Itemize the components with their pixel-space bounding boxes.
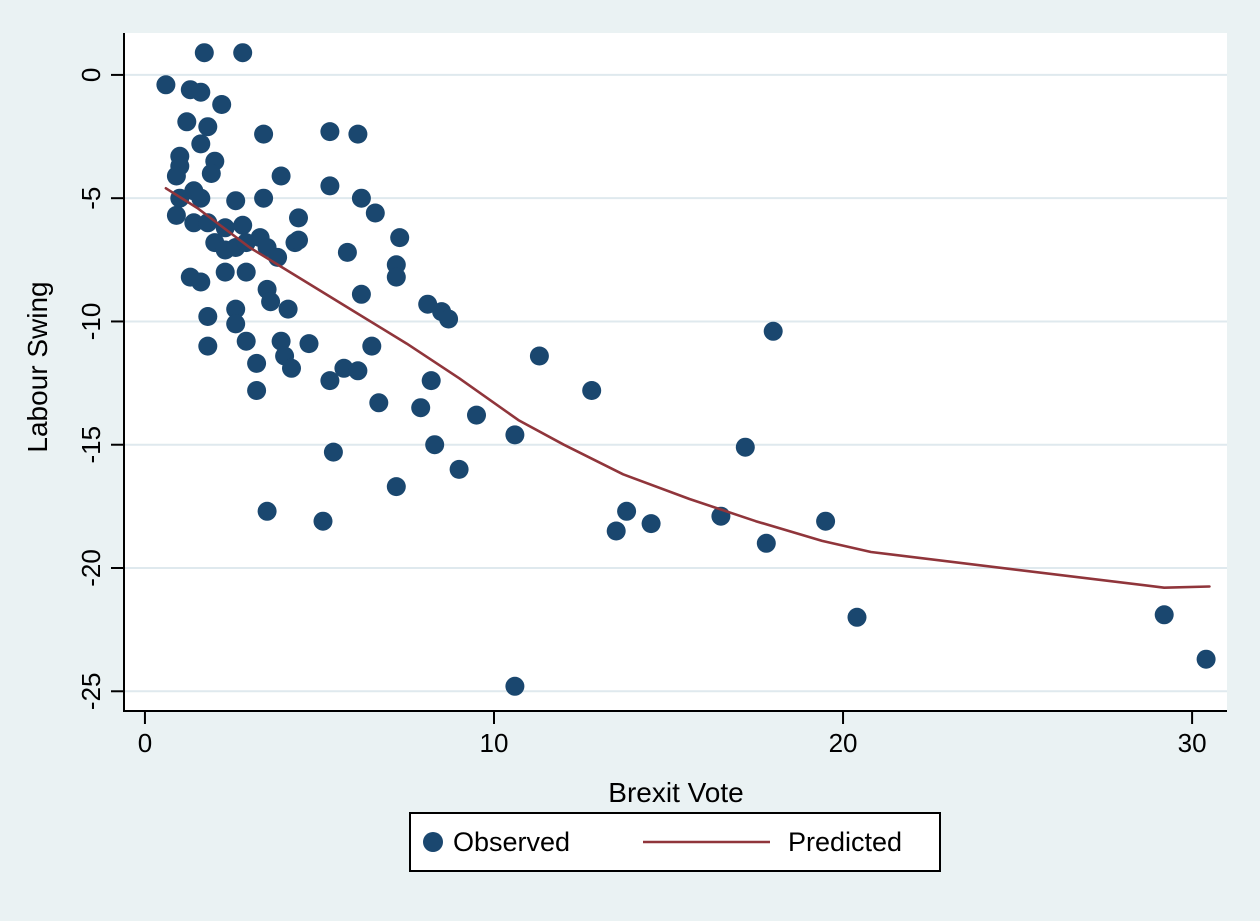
data-point — [191, 82, 211, 102]
data-point — [1154, 605, 1174, 625]
predicted-line — [164, 187, 1211, 589]
data-point — [215, 262, 235, 282]
data-point — [348, 361, 368, 381]
data-point — [198, 117, 218, 137]
data-point — [348, 124, 368, 144]
data-point — [756, 533, 776, 553]
x-axis-title: Brexit Vote — [608, 777, 743, 808]
y-tick-label: -20 — [76, 549, 106, 587]
data-point — [226, 314, 246, 334]
data-point — [351, 284, 371, 304]
y-axis-title: Labour Swing — [22, 281, 53, 452]
data-point — [233, 215, 253, 235]
data-point — [233, 43, 253, 63]
data-point — [289, 230, 308, 250]
data-point — [390, 228, 410, 248]
data-point — [226, 191, 246, 211]
data-point — [386, 267, 406, 287]
x-tick-label: 10 — [480, 728, 509, 758]
data-point — [337, 242, 357, 262]
data-point — [816, 511, 836, 531]
axes — [123, 33, 1227, 712]
data-point — [365, 203, 385, 223]
data-point — [254, 188, 274, 208]
data-point — [467, 405, 486, 425]
data-point — [271, 331, 291, 351]
legend: Observed Predicted — [409, 812, 941, 872]
data-point — [735, 437, 755, 457]
data-point — [191, 272, 211, 292]
data-point — [617, 501, 637, 521]
data-point — [278, 299, 298, 319]
data-point — [369, 393, 389, 413]
y-tick-label: -25 — [76, 672, 106, 710]
data-point — [320, 122, 340, 142]
data-point — [191, 188, 211, 208]
data-point — [847, 607, 867, 627]
y-tick-label: -10 — [76, 303, 106, 341]
data-point — [212, 95, 232, 114]
data-point — [194, 43, 214, 63]
data-point — [386, 477, 406, 497]
legend-observed-marker-icon — [423, 832, 443, 852]
data-point — [257, 501, 277, 521]
data-point — [425, 435, 445, 455]
data-point — [247, 381, 267, 400]
data-point — [289, 208, 308, 228]
x-tick-label: 0 — [138, 728, 152, 758]
data-point — [411, 398, 431, 418]
data-point — [236, 262, 256, 282]
data-point — [198, 307, 218, 326]
data-point — [641, 514, 661, 534]
data-point — [247, 353, 267, 373]
data-point — [320, 371, 340, 391]
data-point — [351, 188, 371, 208]
data-point — [505, 676, 525, 696]
data-point — [421, 371, 441, 391]
legend-observed-label: Observed — [453, 827, 570, 857]
data-point — [236, 331, 256, 351]
x-axis-ticks: 0 10 20 30 — [138, 711, 1207, 758]
data-point — [156, 75, 176, 95]
data-point — [226, 299, 246, 319]
data-point — [299, 334, 319, 354]
data-point — [166, 166, 186, 186]
data-point — [439, 309, 459, 329]
data-point — [282, 358, 301, 378]
data-point — [1196, 649, 1216, 669]
data-point — [529, 346, 549, 366]
gridlines — [124, 73, 1227, 693]
data-point — [505, 425, 525, 445]
data-point — [313, 511, 333, 531]
y-axis-ticks: 0 -5 -10 -15 -20 -25 — [76, 68, 124, 710]
data-point — [166, 205, 186, 225]
data-point — [320, 176, 340, 196]
y-tick-label: -5 — [76, 187, 106, 210]
y-tick-label: -15 — [76, 426, 106, 464]
observed-points — [156, 43, 1216, 696]
x-tick-label: 20 — [829, 728, 858, 758]
data-point — [261, 292, 281, 312]
data-point — [362, 336, 382, 356]
data-point — [184, 213, 204, 233]
data-point — [582, 381, 602, 400]
data-point — [763, 321, 783, 341]
plot-area — [124, 33, 1227, 711]
data-point — [254, 124, 274, 144]
legend-predicted-label: Predicted — [788, 827, 902, 857]
data-point — [271, 166, 291, 186]
data-point — [198, 336, 218, 356]
data-point — [418, 294, 438, 314]
x-tick-label: 30 — [1178, 728, 1207, 758]
data-point — [191, 134, 211, 154]
data-point — [606, 521, 626, 541]
data-point — [334, 358, 354, 378]
data-point — [201, 164, 221, 183]
data-point — [323, 442, 343, 462]
data-point — [177, 112, 197, 132]
y-tick-label: 0 — [76, 68, 106, 82]
data-point — [449, 459, 469, 479]
